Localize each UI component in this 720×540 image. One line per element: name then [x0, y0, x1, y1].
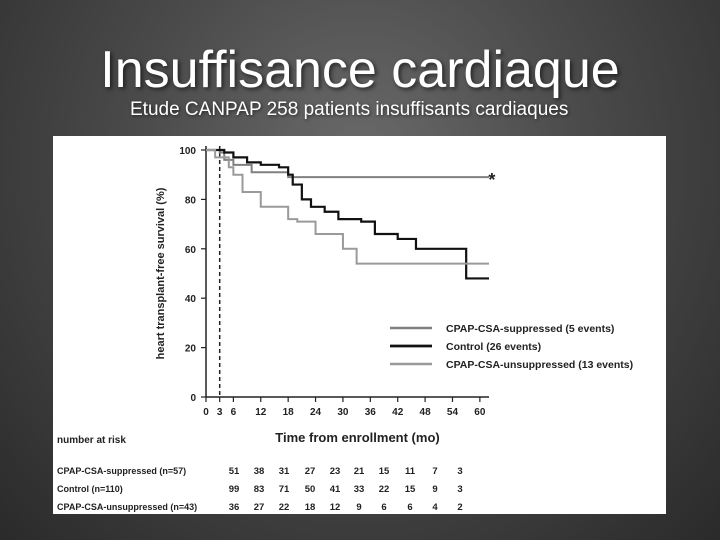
risk-value: 9 [356, 502, 361, 513]
x-tick-label: 60 [474, 407, 486, 418]
risk-value: 38 [254, 466, 265, 477]
risk-value: 41 [330, 484, 341, 495]
slide-title: Insuffisance cardiaque [100, 41, 620, 99]
risk-value: 6 [381, 502, 386, 513]
x-tick-label: 30 [337, 407, 349, 418]
risk-value: 3 [457, 484, 462, 495]
risk-row-label: CPAP-CSA-suppressed (n=57) [57, 466, 186, 476]
risk-value: 22 [379, 484, 390, 495]
risk-value: 99 [229, 484, 240, 495]
risk-value: 3 [457, 466, 462, 477]
risk-value: 9 [432, 484, 437, 495]
risk-table-title: number at risk [57, 435, 126, 446]
risk-value: 15 [405, 484, 416, 495]
x-tick-label: 36 [365, 407, 377, 418]
risk-value: 21 [354, 466, 365, 477]
risk-value: 18 [305, 502, 316, 513]
risk-value: 36 [229, 502, 240, 513]
risk-value: 27 [254, 502, 265, 513]
risk-value: 7 [432, 466, 437, 477]
risk-value: 12 [330, 502, 341, 513]
significance-asterisk: * [488, 170, 495, 190]
x-tick-label: 24 [310, 407, 322, 418]
risk-value: 15 [379, 466, 390, 477]
y-tick-label: 0 [190, 393, 196, 404]
risk-value: 31 [279, 466, 290, 477]
legend-label: Control (26 events) [446, 341, 541, 353]
risk-row-label: Control (n=110) [57, 484, 123, 494]
x-tick-label: 12 [255, 407, 267, 418]
x-tick-label: 48 [420, 407, 432, 418]
risk-value: 51 [229, 466, 240, 477]
risk-value: 22 [279, 502, 290, 513]
x-tick-label: 6 [231, 407, 237, 418]
x-tick-label: 3 [217, 407, 223, 418]
legend-label: CPAP-CSA-suppressed (5 events) [446, 323, 614, 335]
y-tick-label: 40 [185, 294, 197, 305]
risk-value: 4 [432, 502, 438, 513]
slide-subtitle: Etude CANPAP 258 patients insuffisants c… [130, 99, 569, 120]
y-tick-label: 20 [185, 344, 197, 355]
y-tick-label: 100 [179, 146, 196, 157]
series-line-1 [206, 149, 489, 179]
x-axis-label: Time from enrollment (mo) [275, 430, 439, 445]
y-axis-label: heart transplant-free survival (%) [155, 187, 167, 359]
survival-chart-figure: 0 20 40 60 80 100 0 3 6 12 18 24 30 36 42 48 54 60 heart t… [53, 136, 666, 514]
risk-value: 83 [254, 484, 265, 495]
x-tick-label: 18 [283, 407, 295, 418]
legend-label: CPAP-CSA-unsuppressed (13 events) [446, 359, 633, 371]
risk-value: 50 [305, 484, 316, 495]
x-tick-label: 0 [203, 407, 209, 418]
risk-row-label: CPAP-CSA-unsuppressed (n=43) [57, 502, 197, 512]
x-tick-label: 54 [447, 407, 459, 418]
risk-value: 23 [330, 466, 341, 477]
risk-value: 33 [354, 484, 365, 495]
y-tick-label: 60 [185, 245, 197, 256]
series-line-3 [206, 149, 489, 265]
risk-value: 71 [279, 484, 290, 495]
x-tick-label: 42 [392, 407, 404, 418]
risk-value: 27 [305, 466, 316, 477]
risk-value: 11 [405, 466, 416, 477]
y-tick-label: 80 [185, 195, 197, 206]
risk-value: 2 [457, 502, 462, 513]
risk-value: 6 [407, 502, 412, 513]
series-line-2 [206, 148, 489, 280]
